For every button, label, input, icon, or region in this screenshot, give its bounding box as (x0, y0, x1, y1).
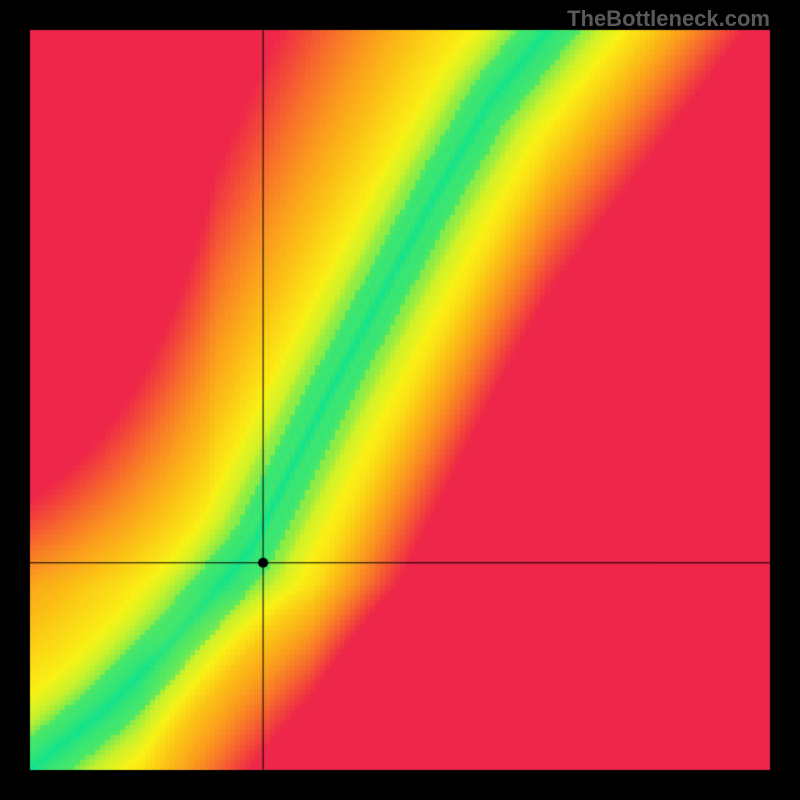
chart-container: TheBottleneck.com (0, 0, 800, 800)
heatmap-canvas (0, 0, 800, 800)
watermark-text: TheBottleneck.com (567, 6, 770, 32)
